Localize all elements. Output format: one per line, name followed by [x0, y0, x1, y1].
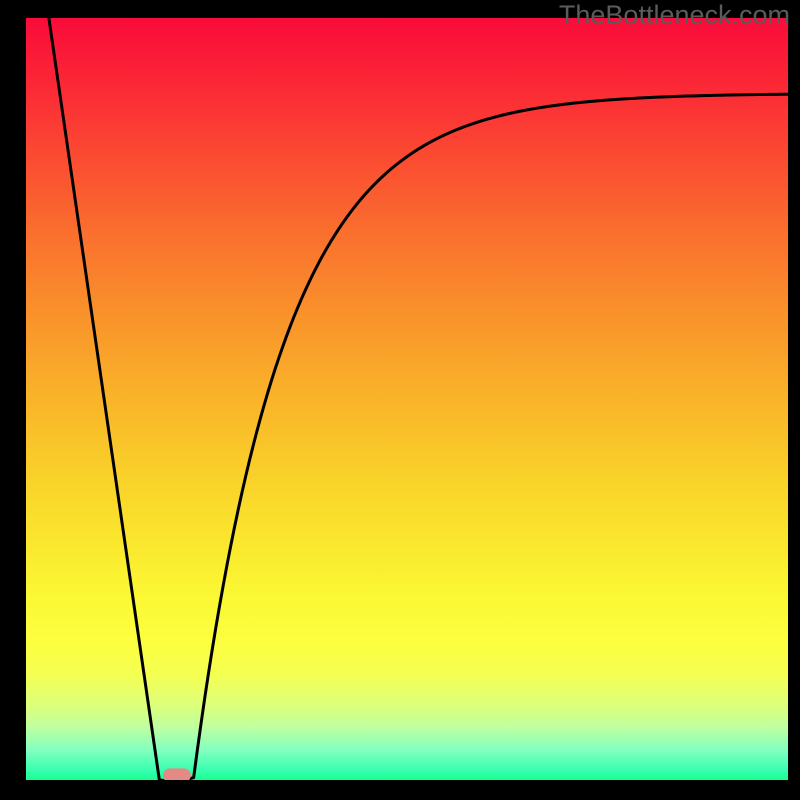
plot-area [26, 18, 788, 780]
figure-container: TheBottleneck.com [0, 0, 800, 800]
plot-svg [26, 18, 788, 780]
bottleneck-curve [49, 18, 788, 780]
watermark-label: TheBottleneck.com [559, 0, 790, 31]
optimal-point-marker [163, 768, 191, 780]
